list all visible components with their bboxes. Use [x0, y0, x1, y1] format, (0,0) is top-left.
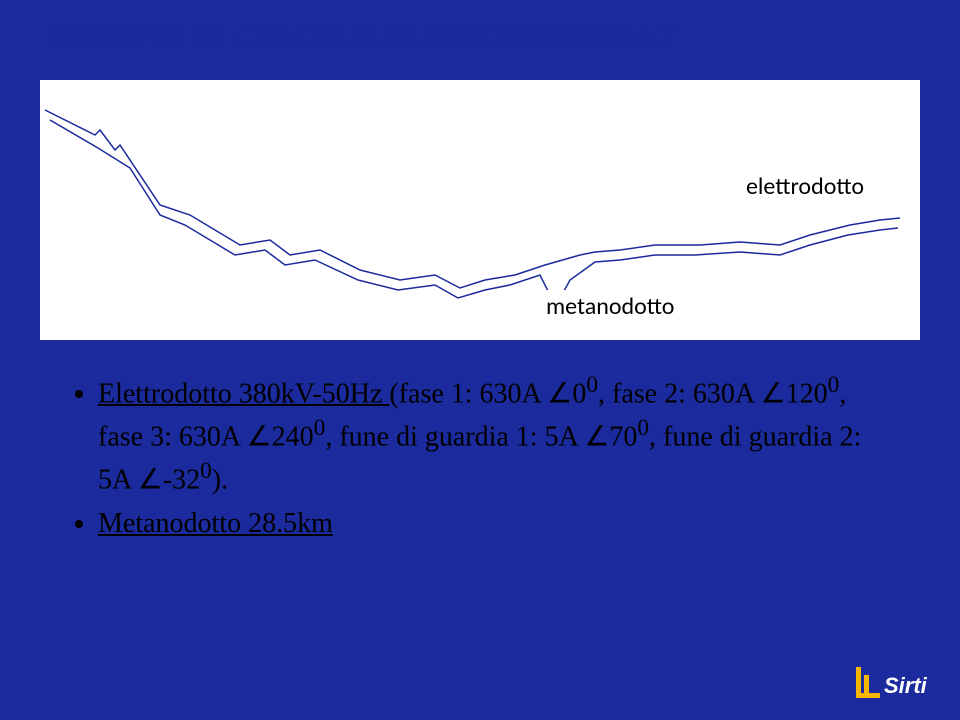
map-diagram: [40, 80, 920, 340]
bullet-metanodotto: Metanodotto 28.5km: [98, 505, 890, 543]
s: 0: [586, 372, 598, 398]
bullet1-underlined: Elettrodotto 380kV-50Hz: [98, 378, 389, 409]
s: 0: [828, 372, 840, 398]
slide-title: ESEMPIO DI CALCOLO DI INTERFERENZA 2: [50, 20, 674, 54]
t: , fase 2: 630A ∠120: [598, 378, 828, 409]
t: ).: [212, 465, 228, 496]
label-elettrodotto: elettrodotto: [740, 170, 870, 203]
slide: ESEMPIO DI CALCOLO DI INTERFERENZA 2 ele…: [0, 0, 960, 720]
bullet-elettrodotto: Elettrodotto 380kV-50Hz (fase 1: 630A ∠0…: [98, 370, 890, 499]
logo-bar: [856, 693, 880, 698]
sirti-logo: Sirti: [850, 655, 940, 705]
map-svg: [40, 80, 920, 340]
logo-bar: [856, 667, 861, 693]
label-metanodotto: metanodotto: [540, 290, 680, 323]
s: 0: [637, 415, 649, 441]
s: 0: [200, 458, 212, 484]
t: , fune di guardia 1: 5A ∠70: [325, 421, 637, 452]
t: (fase 1: 630A ∠0: [389, 378, 586, 409]
logo-svg: Sirti: [850, 655, 940, 705]
logo-text: Sirti: [884, 673, 928, 698]
body-text: Elettrodotto 380kV-50Hz (fase 1: 630A ∠0…: [70, 370, 890, 549]
bullet2-underlined: Metanodotto 28.5km: [98, 508, 333, 539]
logo-bar: [864, 675, 869, 693]
s: 0: [314, 415, 326, 441]
